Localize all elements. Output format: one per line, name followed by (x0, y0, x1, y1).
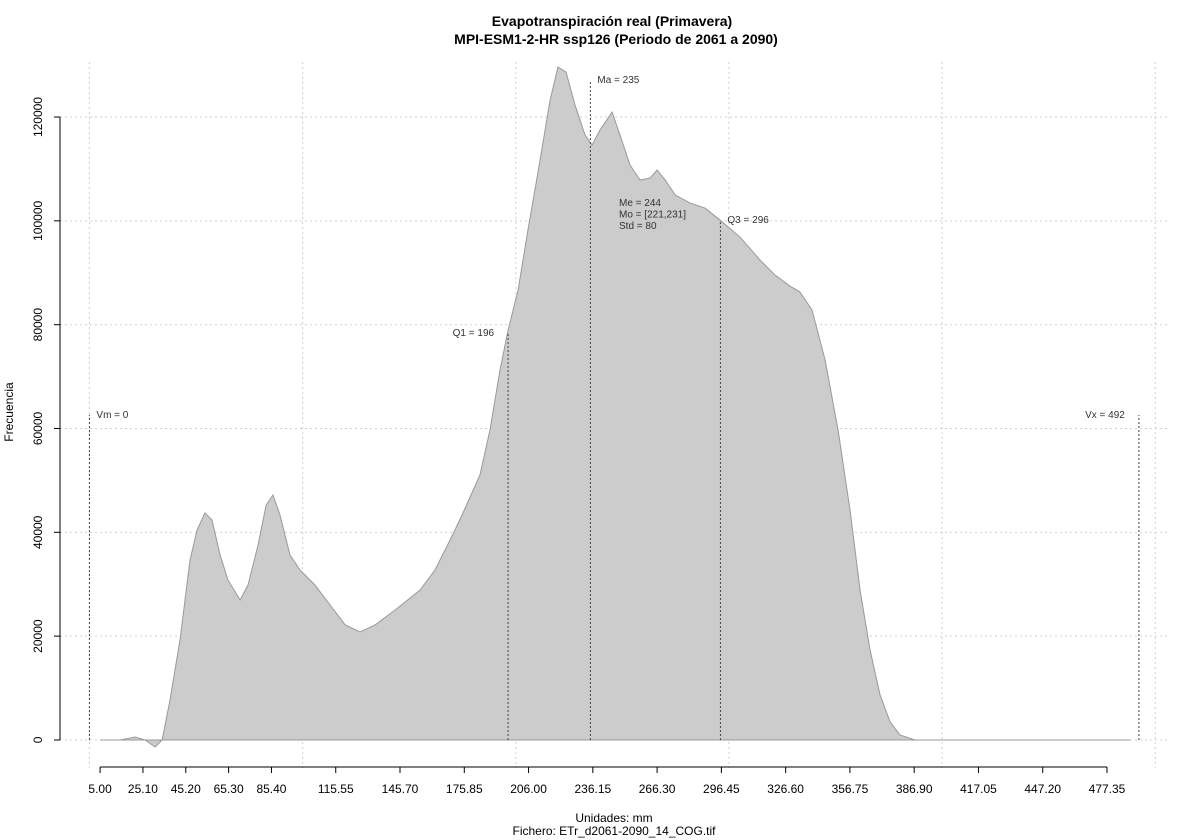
y-tick-label: 20000 (31, 619, 45, 653)
stats-label: Mo = [221,231] (619, 210, 686, 221)
x-tick-label: 25.10 (128, 782, 158, 796)
y-tick-label: 100000 (31, 201, 45, 241)
y-tick-label: 60000 (31, 411, 45, 445)
x-tick-label: 236.15 (574, 782, 611, 796)
stats-label: Me = 244 (619, 198, 661, 209)
y-tick-label: 0 (31, 736, 45, 743)
x-axis-label: Unidades: mm (575, 811, 652, 825)
x-tick-label: 5.00 (88, 782, 112, 796)
y-tick-label: 80000 (31, 308, 45, 342)
x-tick-label: 85.40 (256, 782, 286, 796)
x-tick-label: 175.85 (446, 782, 483, 796)
x-tick-label: 447.20 (1024, 782, 1061, 796)
reference-label: Ma = 235 (597, 75, 639, 86)
x-tick-label: 386.90 (896, 782, 933, 796)
stats-label: Std = 80 (619, 221, 657, 232)
reference-label: Vm = 0 (96, 410, 128, 421)
chart-subtitle: MPI-ESM1-2-HR ssp126 (Periodo de 2061 a … (454, 31, 778, 47)
reference-label: Q3 = 296 (727, 215, 769, 226)
caption: Fichero: ETr_d2061-2090_14_COG.tif (513, 824, 717, 838)
y-tick-label: 40000 (31, 515, 45, 549)
x-tick-label: 206.00 (510, 782, 547, 796)
x-tick-label: 115.55 (318, 782, 354, 796)
reference-label: Vx = 492 (1085, 410, 1125, 421)
x-tick-label: 477.35 (1089, 782, 1126, 796)
x-tick-label: 326.60 (767, 782, 804, 796)
y-axis-label: Frecuencia (2, 382, 16, 442)
x-tick-label: 296.45 (703, 782, 740, 796)
x-tick-label: 65.30 (214, 782, 244, 796)
chart-title: Evapotranspiración real (Primavera) (492, 13, 732, 29)
x-tick-label: 45.20 (171, 782, 201, 796)
x-tick-label: 145.70 (382, 782, 419, 796)
reference-label: Q1 = 196 (453, 328, 495, 339)
density-area (100, 66, 1130, 748)
y-tick-label: 120000 (31, 97, 45, 137)
x-tick-label: 266.30 (639, 782, 676, 796)
x-tick-label: 356.75 (832, 782, 869, 796)
x-tick-label: 417.05 (960, 782, 997, 796)
